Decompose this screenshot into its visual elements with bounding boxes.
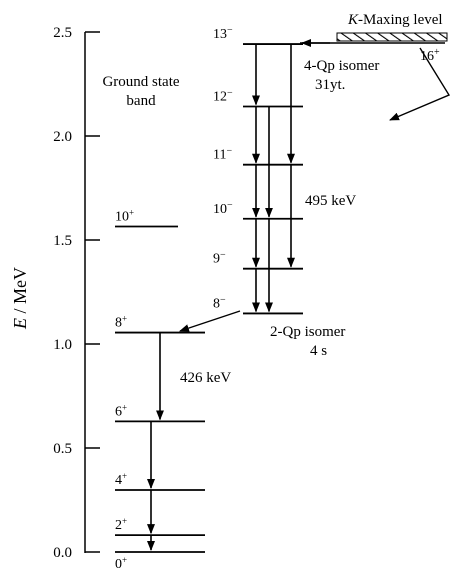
- k-level-label: 10−: [213, 199, 233, 217]
- ground-level-label: 4+: [115, 471, 127, 488]
- k-level-label: 12−: [213, 87, 233, 105]
- isomer-4qp-spin: 16+: [420, 47, 440, 65]
- k-maxing-hatched-box: [336, 32, 448, 42]
- ground-level-label: 2+: [115, 516, 127, 533]
- k-maxing-label: K-Maxing level: [347, 12, 443, 28]
- isomer-4qp-halflife: 31yt.: [315, 77, 345, 93]
- ground-level-label: 6+: [115, 402, 127, 419]
- k-level-label: 9−: [213, 249, 226, 267]
- tick-label: 2.0: [53, 129, 72, 145]
- k-level-label: 11−: [213, 145, 232, 163]
- k-level-label: 8−: [213, 294, 226, 312]
- tick-label: 1.0: [53, 337, 72, 353]
- ground-band-title: band: [126, 93, 156, 109]
- ground-level-label: 10+: [115, 207, 134, 224]
- ground-level-label: 8+: [115, 314, 127, 331]
- isomer-4qp-decay-arrow: [389, 47, 451, 121]
- axis-title: E / MeV: [10, 267, 30, 330]
- tick-label: 0.0: [53, 545, 72, 561]
- tick-label: 0.5: [53, 441, 72, 457]
- ground-band: 0+ 2+ 4+ 6+ 8+ 10+: [115, 207, 205, 572]
- energy-axis: 0.0 0.5 1.0 1.5 2.0 2.5 E / MeV: [10, 25, 100, 561]
- ground-band-title: Ground state: [102, 74, 179, 90]
- k-level-label: 13−: [213, 25, 233, 43]
- isomer-2qp-arrow: [179, 310, 241, 332]
- axis-ticks: 0.0 0.5 1.0 1.5 2.0 2.5: [53, 25, 100, 561]
- isomer-2qp-name: 2-Qp isomer: [270, 324, 345, 340]
- k-band: 8− 9− 10− 11− 12− 13−: [213, 25, 303, 315]
- tick-label: 2.5: [53, 25, 72, 41]
- isomer-2qp-halflife: 4 s: [310, 343, 327, 359]
- ground-transition-label: 426 keV: [180, 370, 231, 386]
- k-transition-label: 495 keV: [305, 193, 356, 209]
- isomer-4qp-name: 4-Qp isomer: [304, 58, 379, 74]
- tick-label: 1.5: [53, 233, 72, 249]
- ground-level-label: 0+: [115, 555, 127, 572]
